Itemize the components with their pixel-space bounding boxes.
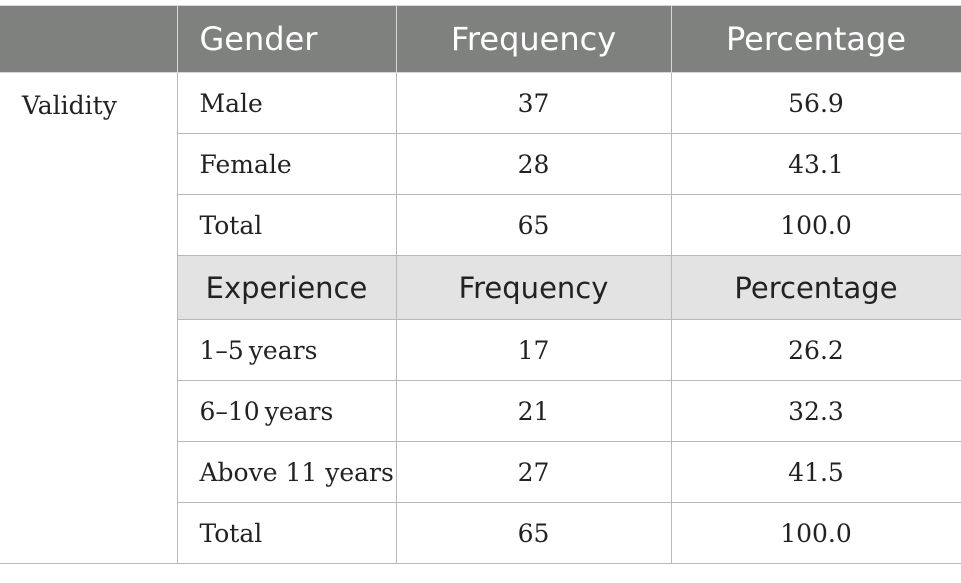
header-gender: Gender xyxy=(176,5,397,73)
percentage-cell: 32.3 xyxy=(670,380,961,442)
row-label: 6–10 years xyxy=(176,380,397,442)
percentage-cell: 41.5 xyxy=(670,441,961,503)
frequency-cell: 21 xyxy=(395,380,672,442)
row-label: Total xyxy=(176,502,397,564)
frequency-table: Gender Frequency Percentage Validity Mal… xyxy=(0,5,961,564)
header-corner-cell xyxy=(0,5,178,73)
frequency-cell: 65 xyxy=(395,502,672,564)
row-label: 1–5 years xyxy=(176,319,397,381)
frequency-cell: 17 xyxy=(395,319,672,381)
table-row: Above 11 years 27 41.5 xyxy=(0,441,961,503)
percentage-cell: 100.0 xyxy=(670,194,961,256)
subheader-experience: Experience xyxy=(176,255,397,320)
row-label: Above 11 years xyxy=(176,441,397,503)
frequency-cell: 27 xyxy=(395,441,672,503)
frequency-cell: 37 xyxy=(395,72,672,134)
percentage-cell: 100.0 xyxy=(670,502,961,564)
table-row: 6–10 years 21 32.3 xyxy=(0,380,961,442)
header-frequency: Frequency xyxy=(395,5,672,73)
table-row: Female 28 43.1 xyxy=(0,133,961,195)
frequency-cell: 65 xyxy=(395,194,672,256)
table-header-row: Gender Frequency Percentage xyxy=(0,5,961,73)
table-row: Total 65 100.0 xyxy=(0,502,961,564)
subheader-percentage: Percentage xyxy=(670,255,961,320)
experience-header-row: Experience Frequency Percentage xyxy=(0,255,961,320)
frequency-cell: 28 xyxy=(395,133,672,195)
header-percentage: Percentage xyxy=(670,5,961,73)
percentage-cell: 43.1 xyxy=(670,133,961,195)
row-label: Female xyxy=(176,133,397,195)
row-label: Male xyxy=(176,72,397,134)
percentage-cell: 56.9 xyxy=(670,72,961,134)
row-group-label-validity: Validity xyxy=(0,72,178,564)
percentage-cell: 26.2 xyxy=(670,319,961,381)
table-row: Validity Male 37 56.9 xyxy=(0,72,961,564)
table-row: 1–5 years 17 26.2 xyxy=(0,319,961,381)
subheader-frequency: Frequency xyxy=(395,255,672,320)
row-label: Total xyxy=(176,194,397,256)
